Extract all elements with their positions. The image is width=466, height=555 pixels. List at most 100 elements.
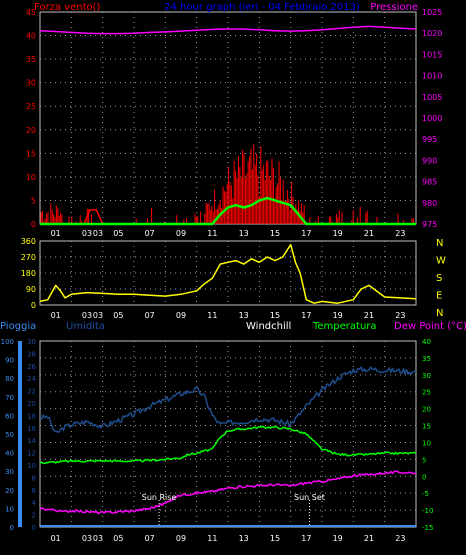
x-tick-label: 17 (301, 534, 311, 543)
wind-pressure-panel: Forza vento() 24 hour graph (ieri - 04 F… (26, 2, 443, 238)
x-tick-labels: 01 03 03 05 07 09 11 13 15 17 19 21 23 (51, 534, 406, 543)
x-tick-label: 15 (270, 229, 280, 238)
mean-wind-line (40, 196, 416, 226)
humidity-tick-label: 18 (27, 412, 36, 420)
wind-tick-label: 45 (26, 8, 36, 17)
x-tick-label: 11 (207, 229, 217, 238)
x-tick-label: 09 (176, 311, 186, 320)
left-tick-labels: 0 90 180 270 360 (21, 237, 36, 310)
legend-humidity: Umidita (66, 321, 105, 332)
temperature-tick-label: 0 (422, 473, 426, 481)
wind-direction-line (39, 243, 417, 304)
x-tick-label: 21 (364, 534, 374, 543)
panel-frame (39, 240, 417, 306)
x-tick-label: 11 (207, 311, 217, 320)
x-tick-label: 19 (333, 229, 343, 238)
rain-tick-label: 0 (10, 524, 14, 532)
x-tick-label: 13 (239, 311, 249, 320)
pressure-tick-label: 975 (422, 220, 437, 229)
humidity-tick-label: 2 (32, 512, 36, 520)
temperature-tick-label: -15 (422, 524, 433, 532)
wind-tick-label: 25 (26, 102, 36, 111)
wind-bump-line (83, 209, 104, 225)
rain-tick-label: 80 (5, 375, 14, 383)
wind-tick-label: 35 (26, 55, 36, 64)
temperature-tick-label: -5 (422, 490, 429, 498)
x-tick-label: 01 (51, 534, 61, 543)
humidity-tick-label: 20 (27, 400, 36, 408)
humidity-tick-label: 22 (27, 388, 36, 396)
direction-tick-label: 270 (21, 253, 36, 262)
x-tick-label: 23 (395, 534, 405, 543)
x-tick-label: 19 (333, 311, 343, 320)
grid (40, 241, 416, 305)
direction-tick-label: 90 (26, 285, 36, 294)
dew-point-line (39, 470, 417, 515)
rain-tick-labels: 0 10 20 30 40 50 60 70 80 90 100 (1, 338, 14, 532)
wind-axis-label: Forza vento() (34, 2, 101, 13)
x-tick-label: 03 (82, 534, 92, 543)
wind-tick-label: 0 (31, 220, 36, 229)
rain-tick-label: 50 (5, 431, 14, 439)
series-lines (39, 25, 417, 226)
x-tick-label: 05 (113, 229, 123, 238)
humidity-tick-label: 10 (27, 462, 36, 470)
x-tick-label: 03 (82, 229, 92, 238)
temperature-tick-label: 40 (422, 338, 431, 346)
chart-title: 24 hour graph (ieri - 04 Febbraio 2013) (164, 2, 360, 13)
rain-tick-label: 30 (5, 468, 14, 476)
grid (40, 12, 416, 224)
x-tick-label: 21 (364, 311, 374, 320)
series-lines (39, 243, 417, 304)
wind-tick-label: 30 (26, 79, 36, 88)
compass-label: W (436, 256, 446, 267)
compass-label: S (436, 273, 442, 284)
left-tick-labels: 0 5 10 15 20 25 30 35 40 45 (26, 8, 36, 229)
pressure-tick-label: 1010 (422, 72, 442, 81)
x-tick-label: 07 (145, 229, 155, 238)
compass-label: N (436, 308, 443, 319)
x-tick-label: 15 (270, 534, 280, 543)
x-tick-label: 23 (395, 229, 405, 238)
x-tick-label: 17 (301, 229, 311, 238)
rain-tick-label: 70 (5, 394, 14, 402)
rain-tick-label: 100 (1, 338, 14, 346)
pressure-tick-label: 990 (422, 156, 437, 165)
humidity-tick-label: 6 (32, 487, 37, 495)
temperature-tick-label: 20 (422, 406, 431, 414)
humidity-tick-label: 14 (27, 437, 36, 445)
series-lines (39, 366, 417, 527)
x-tick-label: 03 (93, 311, 103, 320)
direction-tick-label: 180 (21, 269, 36, 278)
direction-tick-label: 360 (21, 237, 36, 246)
x-tick-label: 03 (82, 311, 92, 320)
sun-annotations: Sun Rise Sun Set (142, 493, 325, 527)
x-tick-label: 03 (93, 534, 103, 543)
humidity-line (39, 366, 417, 434)
rain-tick-label: 10 (5, 505, 14, 513)
sun-annotation-label: Sun Set (294, 493, 325, 502)
humidity-tick-label: 12 (27, 450, 36, 458)
x-tick-label: 13 (239, 534, 249, 543)
humidity-tick-label: 0 (32, 524, 36, 532)
direction-tick-label: 0 (31, 301, 36, 310)
compass-label: E (436, 291, 442, 302)
pressure-tick-label: 985 (422, 178, 437, 187)
pressure-axis-label: Pressione (370, 2, 418, 13)
humidity-tick-label: 8 (32, 474, 36, 482)
x-tick-label: 13 (239, 229, 249, 238)
rain-tick-label: 20 (5, 487, 14, 495)
x-tick-label: 09 (176, 534, 186, 543)
wind-tick-label: 15 (26, 149, 36, 158)
humidity-tick-label: 26 (27, 363, 36, 371)
rain-axis-bar (18, 341, 22, 527)
humidity-tick-label: 24 (27, 375, 36, 383)
temperature-humidity-panel: Pioggia Umidita Windchill Temperatura De… (0, 321, 466, 543)
legend-dew-point: Dew Point (°C) (394, 321, 466, 332)
x-tick-label: 05 (113, 534, 123, 543)
humidity-tick-label: 16 (27, 425, 36, 433)
pressure-tick-label: 1015 (422, 50, 442, 59)
